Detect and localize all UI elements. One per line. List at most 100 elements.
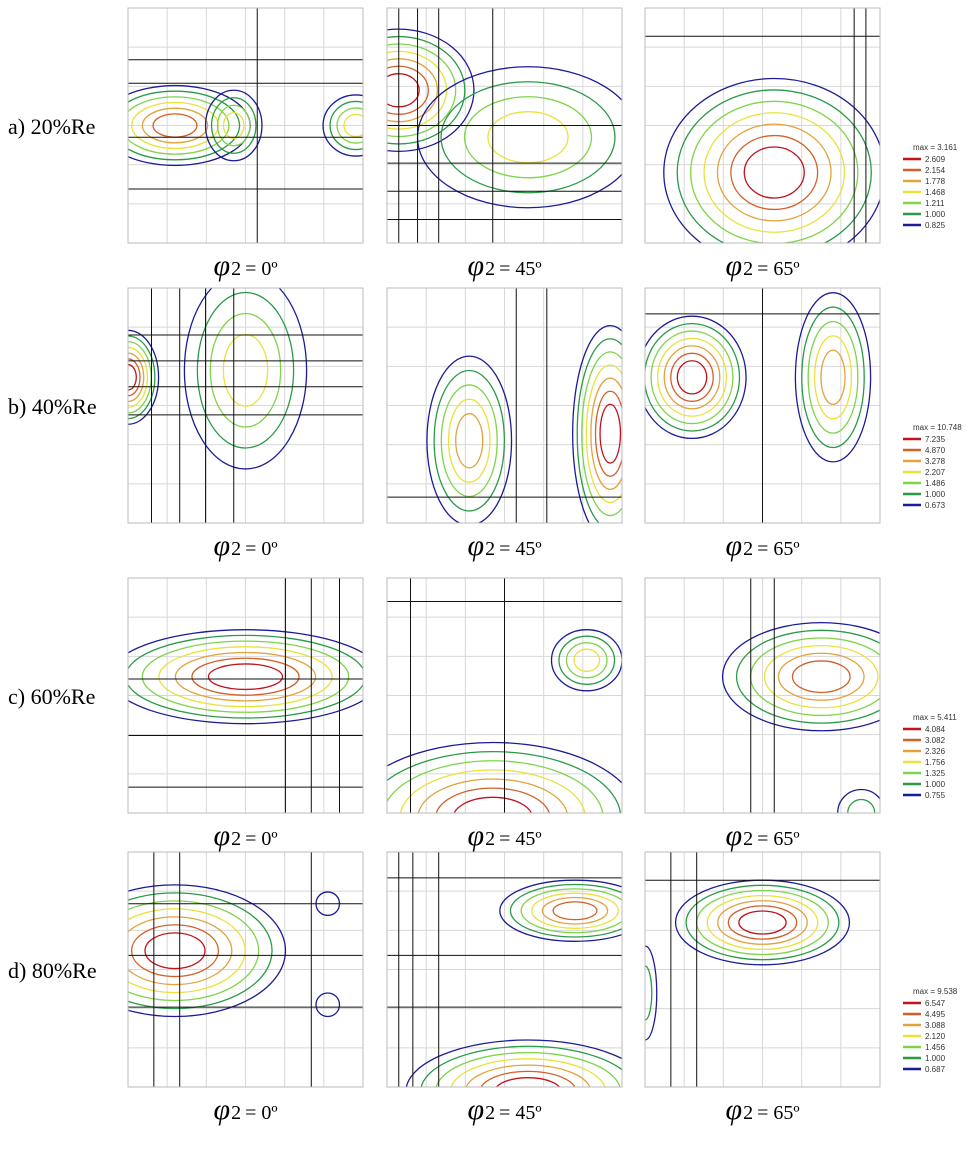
contour: [717, 900, 808, 945]
contour: [435, 1051, 621, 1087]
panel-frame: [127, 287, 364, 524]
contour: [735, 629, 880, 724]
contour: [322, 94, 363, 157]
contour: [663, 77, 880, 243]
contour: [685, 884, 840, 961]
contour: [128, 346, 149, 408]
contour: [585, 364, 622, 504]
contour: [222, 112, 245, 139]
contour: [730, 134, 819, 211]
contour: [447, 398, 491, 483]
contour: [141, 107, 209, 144]
contour: [552, 901, 598, 921]
contour: [196, 291, 295, 449]
contour: [558, 635, 616, 685]
contour: [130, 924, 220, 978]
caption-subscript: 2: [485, 828, 495, 850]
caption-text: = 0º: [245, 258, 277, 280]
panel-frame: [644, 851, 881, 1088]
caption-subscript: 2: [231, 538, 241, 560]
contour: [158, 646, 333, 708]
contour: [813, 335, 853, 420]
contour: [791, 660, 851, 694]
contour: [565, 642, 608, 679]
legend-max: max = 10.748: [913, 423, 962, 432]
panel-frame: [386, 851, 623, 1088]
panel-content: [128, 8, 363, 243]
odf-section: [644, 577, 881, 814]
caption-symbol: φ: [725, 1093, 742, 1126]
contour: [128, 634, 363, 719]
contour: [663, 345, 721, 410]
contour: [450, 1058, 606, 1087]
panel-caption: φ2 = 65º: [725, 1093, 799, 1126]
legend-level: 0.687: [925, 1065, 946, 1074]
legend-level: 1.000: [925, 1054, 946, 1063]
contour: [387, 760, 604, 813]
legend-level: 6.547: [925, 999, 946, 1008]
contour: [645, 322, 741, 432]
panel-caption: φ2 = 45º: [467, 1093, 541, 1126]
contour: [670, 352, 714, 402]
contour: [590, 377, 622, 490]
contour: [820, 349, 846, 406]
legend-level: 1.000: [925, 210, 946, 219]
contour: [315, 992, 341, 1018]
caption-symbol: φ: [467, 1093, 484, 1126]
legend-level: 1.468: [925, 188, 946, 197]
panel-content: [387, 288, 622, 523]
contour: [749, 637, 880, 717]
contour: [645, 315, 747, 440]
contour: [128, 358, 141, 397]
panel-frame: [127, 851, 364, 1088]
contour: [703, 112, 846, 233]
contour: [480, 1070, 576, 1087]
legend-level: 0.673: [925, 501, 946, 510]
caption-text: = 45º: [499, 828, 541, 850]
caption-text: = 0º: [245, 828, 277, 850]
panel-frame: [386, 287, 623, 524]
legend-level: 1.456: [925, 1043, 946, 1052]
contour: [531, 892, 619, 929]
caption-text: = 65º: [757, 828, 799, 850]
contour: [763, 644, 879, 709]
panel-frame: [127, 7, 364, 244]
caption-symbol: φ: [467, 819, 484, 852]
odf-section: [644, 851, 881, 1088]
contour: [465, 1064, 591, 1087]
legend-level: 2.154: [925, 166, 946, 175]
contour: [689, 100, 859, 243]
contour: [440, 384, 498, 498]
legend-level: 0.755: [925, 791, 946, 800]
caption-text: = 65º: [757, 538, 799, 560]
odf-section: [386, 577, 623, 814]
legend-level: 3.082: [925, 736, 946, 745]
contour: [329, 100, 363, 151]
panel-caption: φ2 = 65º: [725, 529, 799, 562]
panel-content: [645, 288, 880, 523]
contour: [435, 787, 550, 813]
legend-level: 1.778: [925, 177, 946, 186]
legend-max: max = 9.538: [913, 987, 958, 996]
caption-subscript: 2: [743, 828, 753, 850]
caption-symbol: φ: [213, 819, 230, 852]
legend-level: 1.211: [925, 199, 945, 208]
panel-caption: φ2 = 0º: [213, 529, 277, 562]
legend-level: 4.084: [925, 725, 946, 734]
panel-frame: [127, 577, 364, 814]
panel-caption: φ2 = 45º: [467, 819, 541, 852]
contour: [209, 312, 282, 428]
panel-content: [645, 852, 880, 1087]
contour: [131, 101, 219, 150]
legend-level: 4.495: [925, 1010, 946, 1019]
contour: [455, 413, 484, 469]
contour: [706, 894, 819, 951]
caption-symbol: φ: [467, 529, 484, 562]
caption-symbol: φ: [725, 249, 742, 282]
contour: [128, 629, 363, 725]
contour: [573, 648, 601, 672]
legend-level: 1.486: [925, 479, 946, 488]
odf-section: [127, 851, 364, 1088]
legend-max: max = 5.411: [913, 713, 957, 722]
contour: [417, 778, 568, 813]
